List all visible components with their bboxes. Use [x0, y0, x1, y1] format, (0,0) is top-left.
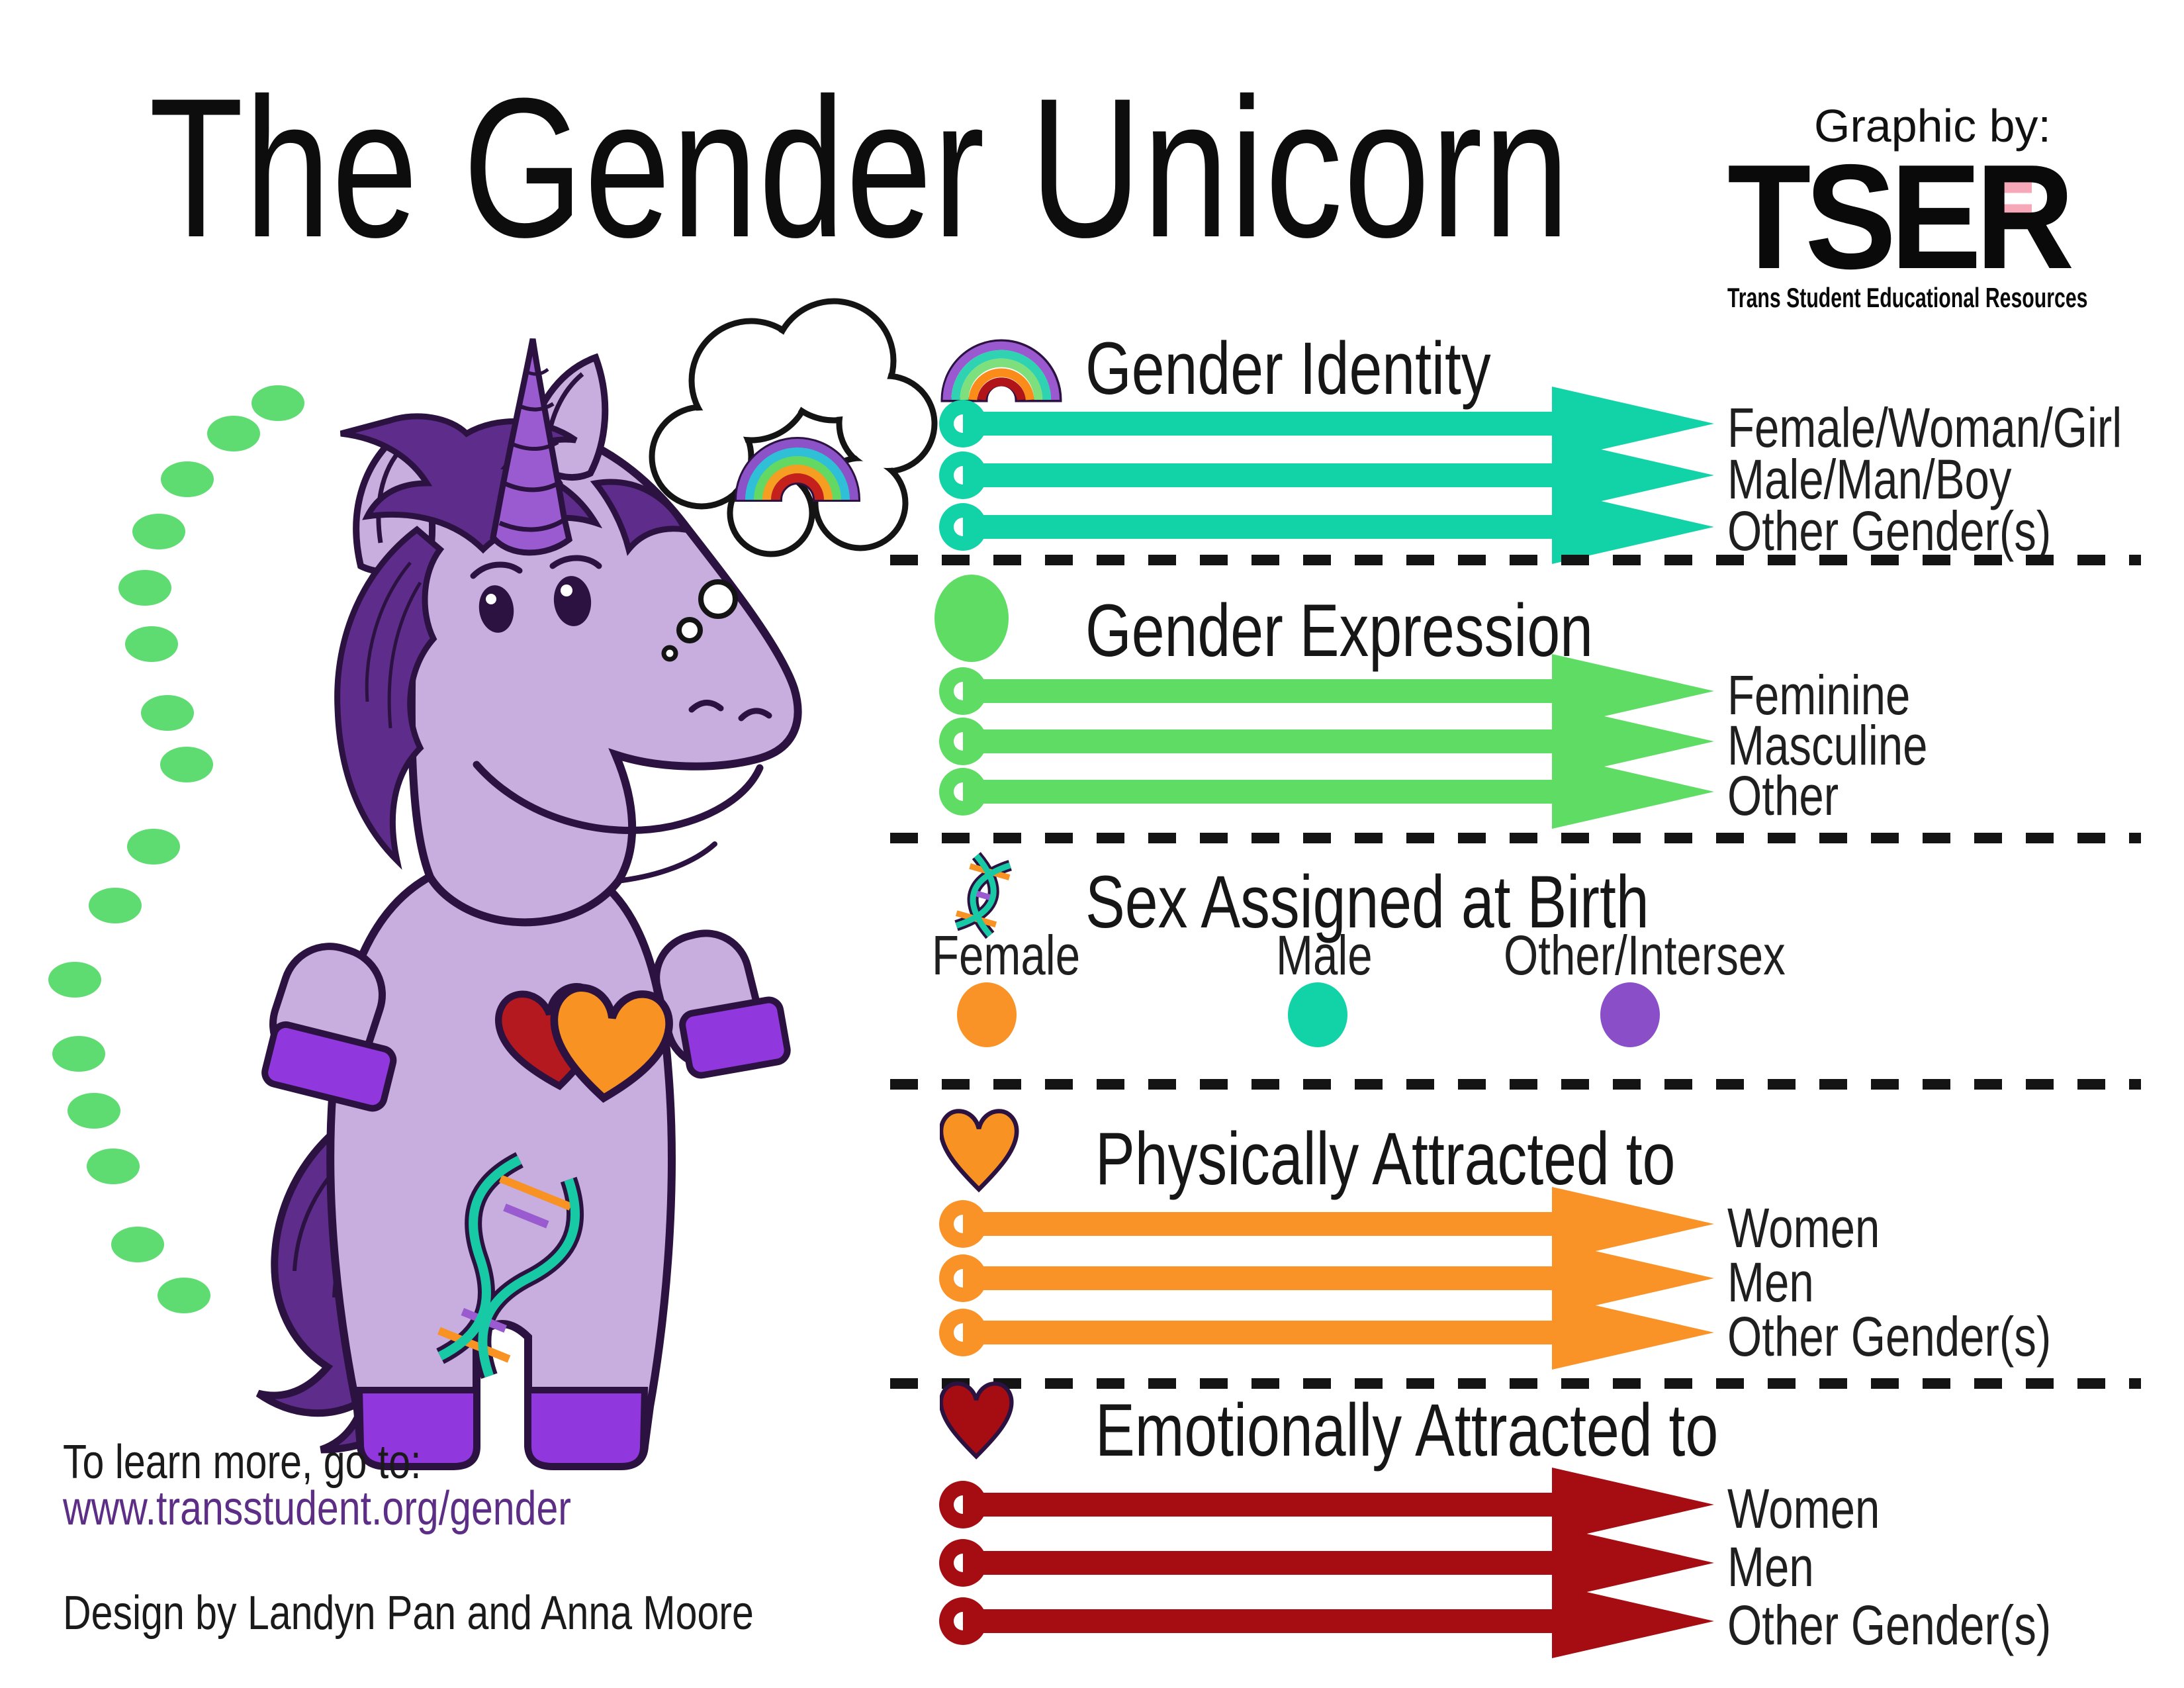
green-dot: [141, 695, 194, 731]
arrow-label: Men: [1727, 1536, 1814, 1598]
sex-option-label: Male: [1276, 924, 1373, 986]
green-dot: [158, 1278, 210, 1313]
arrow-shaft: [963, 729, 1552, 753]
green-dot: [125, 626, 178, 662]
arrow-label: Other: [1727, 765, 1839, 827]
section-title-emotionally-attracted: Emotionally Attracted to: [1095, 1389, 1719, 1472]
unicorn-face: [470, 555, 772, 883]
arrow-row: Other Gender(s): [939, 1295, 2183, 1370]
female-dot-icon: [957, 982, 1017, 1047]
green-dot: [111, 1227, 164, 1262]
arrow-row: Other Gender(s): [939, 490, 2183, 564]
arrow-label: Women: [1727, 1197, 1880, 1259]
unicorn-left-arm: [261, 943, 397, 1112]
arrow-row: Men: [939, 1241, 2183, 1315]
learn-more-text: To learn more, go to:: [63, 1436, 422, 1489]
credit-heading: Graphic by:: [1814, 100, 2051, 152]
thought-bubble: [649, 298, 938, 662]
dna-icon: [954, 852, 1013, 939]
arrow-shaft: [963, 780, 1552, 804]
arrow-shaft: [963, 1493, 1552, 1517]
arrow-label: Masculine: [1727, 714, 1928, 776]
arrow-head-icon: [1552, 1584, 1714, 1658]
rainbow-icon: [940, 339, 1062, 402]
sex-option-label: Female: [932, 924, 1081, 986]
green-dot: [161, 461, 214, 497]
arrow-label: Other Gender(s): [1727, 500, 2052, 562]
unicorn-head: [407, 426, 802, 927]
other-intersex-dot-icon: [1600, 982, 1660, 1047]
section-title-gender-identity: Gender Identity: [1085, 327, 1491, 410]
arrow-label: Feminine: [1727, 664, 1911, 726]
arrow-head-icon: [1552, 490, 1714, 564]
bubble-rainbow-icon: [734, 437, 861, 502]
arrow-label: Other Gender(s): [1727, 1305, 2052, 1368]
dashed-divider: [890, 833, 2141, 843]
green-dot-icon: [934, 575, 1009, 662]
green-dot: [89, 888, 142, 923]
arrow-shaft: [963, 679, 1552, 703]
arrow-label: Men: [1727, 1251, 1814, 1313]
section-title-gender-expression: Gender Expression: [1085, 589, 1593, 672]
green-dot: [160, 747, 213, 782]
design-credit-text: Design by Landyn Pan and Anna Moore: [63, 1587, 754, 1640]
unicorn-horn: [490, 338, 573, 556]
sex-option-label: Other/Intersex: [1504, 924, 1786, 986]
green-dot: [118, 570, 171, 606]
arrow-label: Female/Woman/Girl: [1727, 397, 2122, 459]
male-dot-icon: [1288, 982, 1347, 1047]
unicorn-illustration: [255, 298, 938, 1470]
green-dot: [251, 385, 304, 421]
arrow-label: Other Gender(s): [1727, 1594, 2052, 1656]
green-dot: [127, 829, 180, 865]
page-title: The Gender Unicorn: [149, 56, 1571, 279]
arrow-shaft: [963, 412, 1552, 436]
section-title-physically-attracted: Physically Attracted to: [1095, 1117, 1676, 1200]
arrow-head-icon: [1552, 1295, 1714, 1370]
green-dot: [48, 962, 101, 998]
arrow-label: Male/Man/Boy: [1727, 448, 2012, 510]
website-link[interactable]: www.transstudent.org/gender: [63, 1482, 571, 1535]
green-dot: [132, 514, 185, 549]
tser-logo: TSER: [1727, 133, 2074, 300]
arrow-shaft: [963, 1212, 1552, 1236]
arrow-shaft: [963, 1266, 1552, 1290]
green-dot: [207, 416, 260, 451]
arrow-row: Other: [939, 755, 2183, 829]
green-dot: [68, 1093, 120, 1129]
dark-red-heart-icon: [940, 1381, 1014, 1460]
dashed-divider: [890, 1378, 2141, 1389]
arrow-shaft: [963, 515, 1552, 539]
chest-hearts-icon: [495, 983, 673, 1103]
section-title-sex-assigned: Sex Assigned at Birth: [1085, 861, 1649, 943]
unicorn-right-leg-cuff: [525, 1387, 649, 1470]
arrow-shaft: [963, 1551, 1552, 1575]
body-dna-icon: [436, 1152, 584, 1380]
orange-heart-icon: [940, 1109, 1019, 1193]
arrow-shaft: [963, 1321, 1552, 1344]
trans-flag-icon: [1988, 171, 2032, 226]
green-dot: [52, 1036, 105, 1072]
arrow-row: Other Gender(s): [939, 1584, 2183, 1658]
dashed-divider: [890, 555, 2141, 565]
arrow-shaft: [963, 1609, 1552, 1633]
arrow-shaft: [963, 463, 1552, 487]
dashed-divider: [890, 1079, 2141, 1090]
tser-org-name: Trans Student Educational Resources: [1727, 282, 2088, 313]
green-dot: [87, 1149, 140, 1184]
arrow-label: Women: [1727, 1477, 1880, 1540]
arrow-head-icon: [1552, 755, 1714, 829]
unicorn-left-leg-cuff: [355, 1387, 480, 1470]
